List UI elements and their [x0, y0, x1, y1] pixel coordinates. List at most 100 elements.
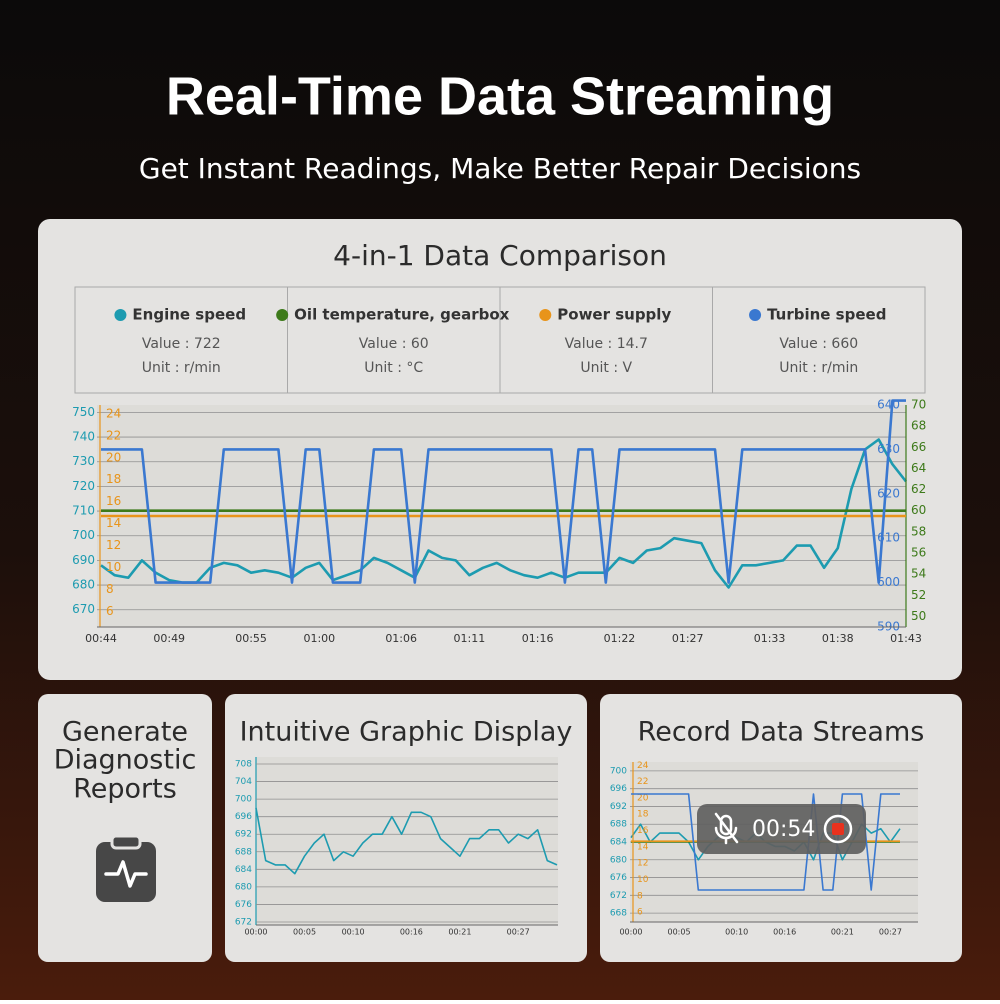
y-tick-label: 10	[637, 875, 649, 885]
y-tick-label: 24	[637, 761, 649, 771]
y-tick-label: 672	[235, 918, 252, 928]
y-tick-label: 600	[877, 575, 900, 589]
y-tick-label: 18	[637, 810, 649, 820]
panel-title: 4-in-1 Data Comparison	[333, 239, 667, 272]
page-subtitle: Get Instant Readings, Make Better Repair…	[139, 152, 861, 185]
y-tick-label: 6	[637, 908, 643, 918]
y-tick-label: 68	[911, 419, 926, 433]
y-tick-label: 688	[235, 847, 252, 857]
y-tick-label: 52	[911, 588, 926, 602]
card-title: Record Data Streams	[638, 717, 925, 748]
y-tick-label: 18	[106, 472, 121, 486]
legend-value: Value : 14.7	[565, 336, 648, 352]
y-tick-label: 12	[637, 859, 648, 869]
y-tick-label: 750	[72, 405, 95, 419]
legend-unit: Unit : r/min	[779, 360, 858, 376]
y-tick-label: 720	[72, 479, 95, 493]
y-tick-label: 20	[106, 450, 121, 464]
chart: 672 676 680 684 688 692 696 700 704 708 00:00 00:05…	[235, 757, 558, 937]
legend-unit: Unit : °C	[364, 360, 423, 376]
x-tick-label: 00:55	[235, 632, 267, 645]
y-tick-label: 684	[610, 838, 627, 848]
y-tick-label: 8	[637, 891, 643, 901]
y-tick-label: 668	[610, 909, 627, 919]
legend-dot	[276, 309, 289, 321]
y-tick-label: 676	[610, 873, 627, 883]
series-line	[100, 438, 908, 589]
y-tick-label: 692	[235, 830, 252, 840]
x-tick-label: 01:27	[672, 632, 704, 645]
x-tick-label: 00:05	[668, 928, 691, 937]
x-tick-label: 00:27	[507, 928, 530, 937]
legend-value: Value : 60	[359, 336, 429, 352]
y-tick-label: 680	[610, 855, 627, 865]
y-tick-label: 710	[72, 504, 95, 518]
y-tick-label: 708	[235, 760, 252, 770]
x-tick-label: 00:49	[153, 632, 185, 645]
legend-label: Engine speed	[132, 306, 246, 324]
y-tick-label: 64	[911, 461, 926, 475]
card-title: Intuitive Graphic Display	[240, 717, 573, 748]
x-tick-label: 00:16	[400, 928, 423, 937]
legend-value: Value : 722	[142, 336, 221, 352]
y-tick-label: 50	[911, 609, 926, 623]
x-tick-label: 01:06	[385, 632, 417, 645]
y-tick-label: 24	[106, 406, 121, 420]
record-timer: 00:54	[752, 817, 815, 842]
y-tick-label: 10	[106, 560, 121, 574]
x-tick-label: 01:11	[454, 632, 486, 645]
y-tick-label: 16	[637, 826, 649, 836]
y-tick-label: 8	[106, 582, 114, 596]
y-tick-label: 70	[911, 398, 926, 412]
legend-item: Turbine speed Value : 660 Unit : r/min	[749, 306, 886, 376]
legend-label: Oil temperature, gearbox	[294, 306, 509, 324]
series-line	[631, 793, 900, 891]
card-title: Reports	[73, 774, 177, 805]
x-tick-label: 00:10	[725, 928, 748, 937]
record-overlay: 00:54	[697, 804, 866, 854]
legend-dot	[749, 309, 762, 321]
y-tick-label: 692	[610, 802, 627, 812]
charts: 6706806907007107207307407505052545658606…	[72, 398, 926, 937]
y-tick-label: 14	[106, 516, 121, 530]
y-tick-label: 690	[72, 553, 95, 567]
y-tick-label: 704	[235, 777, 252, 787]
report-card	[38, 694, 212, 962]
x-tick-label: 01:00	[303, 632, 335, 645]
page-title: Real-Time Data Streaming	[166, 66, 834, 126]
y-tick-label: 672	[610, 891, 627, 901]
y-tick-label: 700	[610, 766, 627, 776]
y-tick-label: 740	[72, 430, 95, 444]
report-icon	[96, 834, 156, 902]
y-tick-label: 14	[637, 842, 649, 852]
series-line	[255, 807, 558, 875]
y-tick-label: 700	[72, 528, 95, 542]
card-title: Generate	[62, 717, 188, 748]
x-tick-label: 00:21	[831, 928, 854, 937]
y-tick-label: 688	[610, 820, 627, 830]
x-tick-label: 00:05	[293, 928, 316, 937]
y-tick-label: 696	[610, 784, 627, 794]
x-tick-label: 00:27	[879, 928, 902, 937]
legend-unit: Unit : V	[580, 360, 632, 376]
x-tick-label: 00:21	[448, 928, 471, 937]
y-tick-label: 680	[72, 578, 95, 592]
legend-item: Power supply Value : 14.7 Unit : V	[539, 306, 671, 376]
y-tick-label: 20	[637, 793, 649, 803]
y-tick-label: 620	[877, 486, 900, 500]
x-tick-label: 00:16	[773, 928, 796, 937]
legend-label: Power supply	[557, 306, 671, 324]
y-tick-label: 16	[106, 494, 121, 508]
y-tick-label: 56	[911, 546, 926, 560]
x-tick-label: 01:33	[754, 632, 786, 645]
y-tick-label: 6	[106, 604, 114, 618]
x-tick-label: 01:43	[890, 632, 922, 645]
y-tick-label: 22	[106, 428, 121, 442]
chart: 6706806907007107207307407505052545658606…	[72, 398, 926, 646]
y-tick-label: 696	[235, 812, 252, 822]
x-tick-label: 01:38	[822, 632, 854, 645]
y-tick-label: 12	[106, 538, 121, 552]
x-tick-label: 00:10	[342, 928, 365, 937]
y-tick-label: 700	[235, 795, 252, 805]
y-tick-label: 62	[911, 482, 926, 496]
